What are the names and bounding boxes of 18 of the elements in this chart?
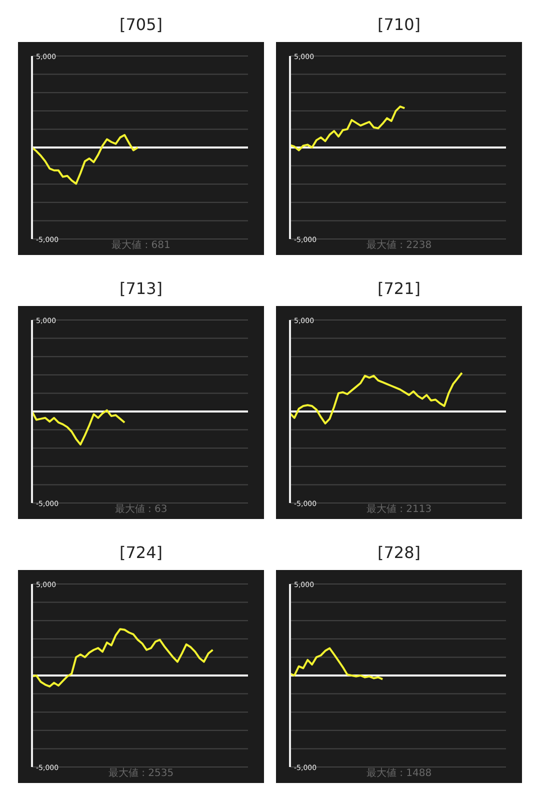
text: 最大値 : 2535 [108, 768, 174, 779]
text: 最大値 : 63 [114, 504, 168, 515]
line-series [31, 628, 214, 688]
chart-title: [724] [118, 542, 164, 564]
chart-title: [721] [376, 278, 422, 300]
line-series [31, 409, 126, 446]
line-series [31, 134, 139, 185]
text: 最大値 : 2113 [366, 504, 432, 515]
chart-title: [728] [376, 542, 422, 564]
chart-title: [705] [118, 14, 164, 36]
line-series [289, 372, 463, 424]
text: 最大値 : 2238 [366, 240, 432, 251]
line-series [289, 647, 384, 680]
chart-title: [710] [376, 14, 422, 36]
text: 最大値 : 681 [112, 240, 170, 251]
text: 最大値 : 1488 [366, 768, 432, 779]
line-series [289, 106, 406, 152]
chart-title: [713] [118, 278, 164, 300]
